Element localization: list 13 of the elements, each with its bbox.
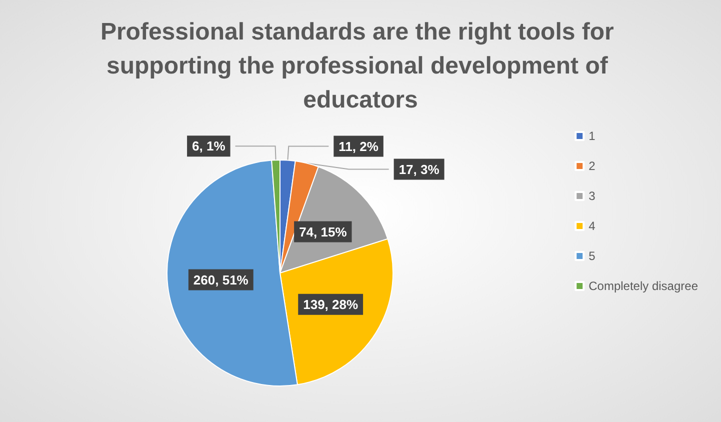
legend-label: 4: [588, 219, 596, 233]
data-label: 139, 28%: [303, 296, 358, 312]
legend-label: 1: [588, 129, 596, 143]
legend-label: 5: [588, 249, 596, 263]
chart-title: Professional standards are the right tools for supporting the professional development of educators: [100, 18, 621, 114]
legend-label: Completely disagree: [588, 279, 698, 293]
data-label: 74, 15%: [299, 224, 348, 240]
legend-label: 2: [588, 159, 596, 173]
data-label: 6, 1%: [192, 138, 226, 154]
legend-label: 3: [588, 189, 596, 203]
data-label: 17, 3%: [398, 162, 440, 177]
data-label: 11, 2%: [338, 138, 379, 154]
data-label: 260, 51%: [193, 272, 249, 288]
